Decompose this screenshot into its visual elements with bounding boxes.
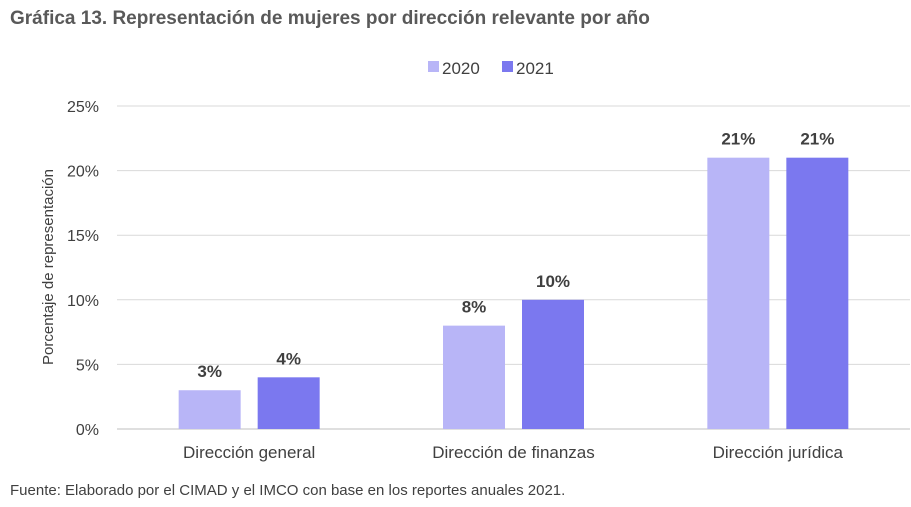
bar: [522, 299, 584, 429]
bar: [707, 157, 770, 429]
legend-label: 2021: [516, 59, 554, 78]
category-labels: Dirección general Dirección de finanzas Di…: [183, 443, 844, 462]
bar: [786, 157, 849, 429]
data-label: 10%: [536, 272, 570, 291]
bar: [257, 377, 320, 429]
data-labels: 3% 4% 8% 10% 21% 21%: [197, 130, 834, 382]
data-label: 21%: [721, 130, 755, 149]
data-label: 3%: [197, 362, 222, 381]
bar: [178, 390, 241, 429]
y-tick-label: 20%: [67, 164, 99, 181]
y-tick-label: 15%: [67, 228, 99, 245]
legend: 2020 2021: [428, 59, 554, 78]
legend-item: 2021: [502, 59, 554, 78]
source-note: Fuente: Elaborado por el CIMAD y el IMCO…: [10, 482, 566, 499]
legend-item: 2020: [428, 59, 480, 78]
data-label: 4%: [276, 349, 301, 368]
category-label: Dirección general: [183, 443, 315, 462]
bar: [443, 325, 505, 429]
y-tick-label: 25%: [67, 99, 99, 116]
data-label: 21%: [800, 130, 834, 149]
y-tick-label: 10%: [67, 293, 99, 310]
y-tick-label: 0%: [76, 422, 99, 439]
y-axis-ticks: 0% 5% 10% 15% 20% 25%: [67, 99, 99, 439]
legend-swatch: [502, 61, 513, 72]
bars: [178, 157, 849, 429]
chart-title: Gráfica 13. Representación de mujeres po…: [10, 8, 650, 29]
y-tick-label: 5%: [76, 357, 99, 374]
legend-swatch: [428, 61, 439, 72]
data-label: 8%: [462, 298, 487, 317]
category-label: Dirección jurídica: [713, 443, 844, 462]
gridlines: [117, 105, 910, 430]
y-axis-label: Porcentaje de representación: [40, 169, 57, 365]
category-label: Dirección de finanzas: [432, 443, 595, 462]
legend-label: 2020: [442, 59, 480, 78]
